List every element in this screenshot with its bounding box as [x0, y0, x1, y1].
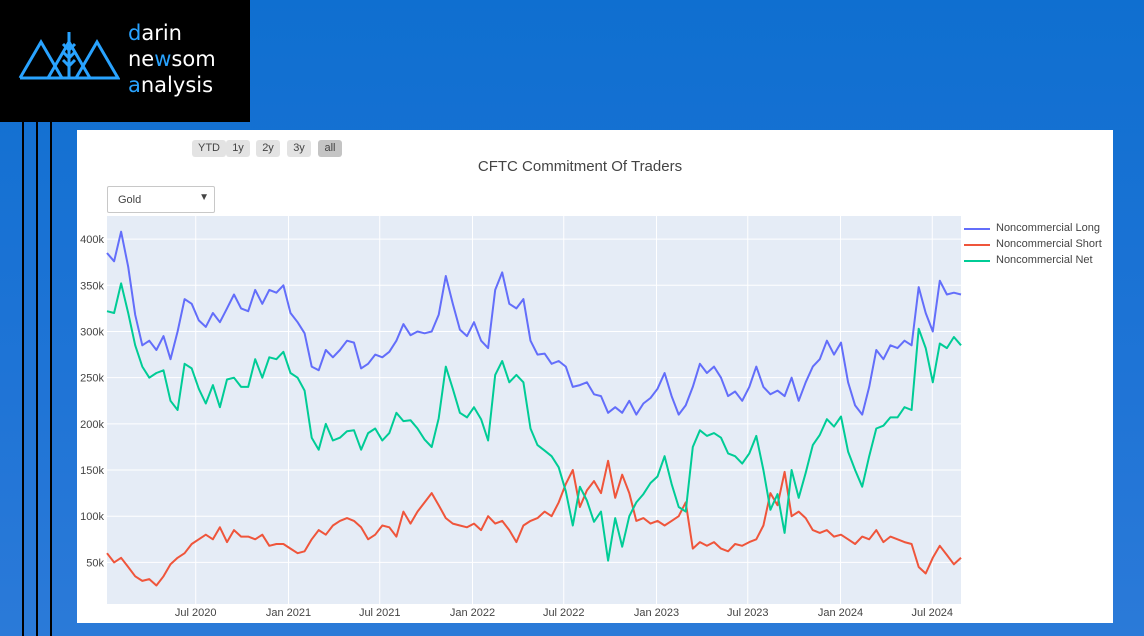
- y-tick-label: 400k: [80, 234, 104, 246]
- chevron-down-icon: ▼: [199, 192, 209, 203]
- range-button-ytd[interactable]: YTD: [192, 140, 226, 157]
- y-tick-label: 200k: [80, 419, 104, 431]
- range-button-1y[interactable]: 1y: [226, 140, 250, 157]
- series-line-noncommercial-net: [106, 282, 962, 562]
- y-tick-label: 50k: [86, 557, 104, 569]
- y-tick-label: 350k: [80, 280, 104, 292]
- legend-label: Noncommercial Short: [996, 238, 1102, 250]
- dropdown-value: Gold: [118, 194, 142, 206]
- x-tick-label: Jan 2021: [266, 607, 311, 619]
- x-tick-label: Jan 2023: [634, 607, 679, 619]
- x-tick-label: Jul 2021: [359, 607, 401, 619]
- legend-label: Noncommercial Net: [996, 254, 1093, 266]
- x-tick-label: Jul 2024: [911, 607, 953, 619]
- commodity-dropdown[interactable]: Gold ▼: [107, 186, 215, 213]
- mountain-logo-icon: [18, 32, 120, 80]
- logo-panel: darin newsom analysis: [0, 0, 250, 122]
- range-button-all[interactable]: all: [318, 140, 342, 157]
- chart-title: CFTC Commitment Of Traders: [477, 158, 683, 175]
- x-tick-label: Jul 2022: [543, 607, 585, 619]
- x-tick-label: Jul 2020: [175, 607, 217, 619]
- x-tick-label: Jan 2022: [450, 607, 495, 619]
- decorative-rails: [22, 122, 54, 636]
- logo-wordmark: darin newsom analysis: [128, 21, 216, 97]
- legend-swatch: [964, 228, 990, 230]
- x-tick-label: Jan 2024: [818, 607, 863, 619]
- legend-swatch: [964, 260, 990, 262]
- y-tick-label: 300k: [80, 326, 104, 338]
- legend-swatch: [964, 244, 990, 246]
- series-line-noncommercial-short: [106, 459, 962, 587]
- y-tick-label: 250k: [80, 373, 104, 385]
- y-tick-label: 100k: [80, 511, 104, 523]
- range-button-2y[interactable]: 2y: [256, 140, 280, 157]
- y-tick-label: 150k: [80, 465, 104, 477]
- series-line-noncommercial-long: [106, 230, 962, 416]
- range-button-3y[interactable]: 3y: [287, 140, 311, 157]
- x-tick-label: Jul 2023: [727, 607, 769, 619]
- plot-area: [107, 216, 961, 604]
- legend-label: Noncommercial Long: [996, 222, 1100, 234]
